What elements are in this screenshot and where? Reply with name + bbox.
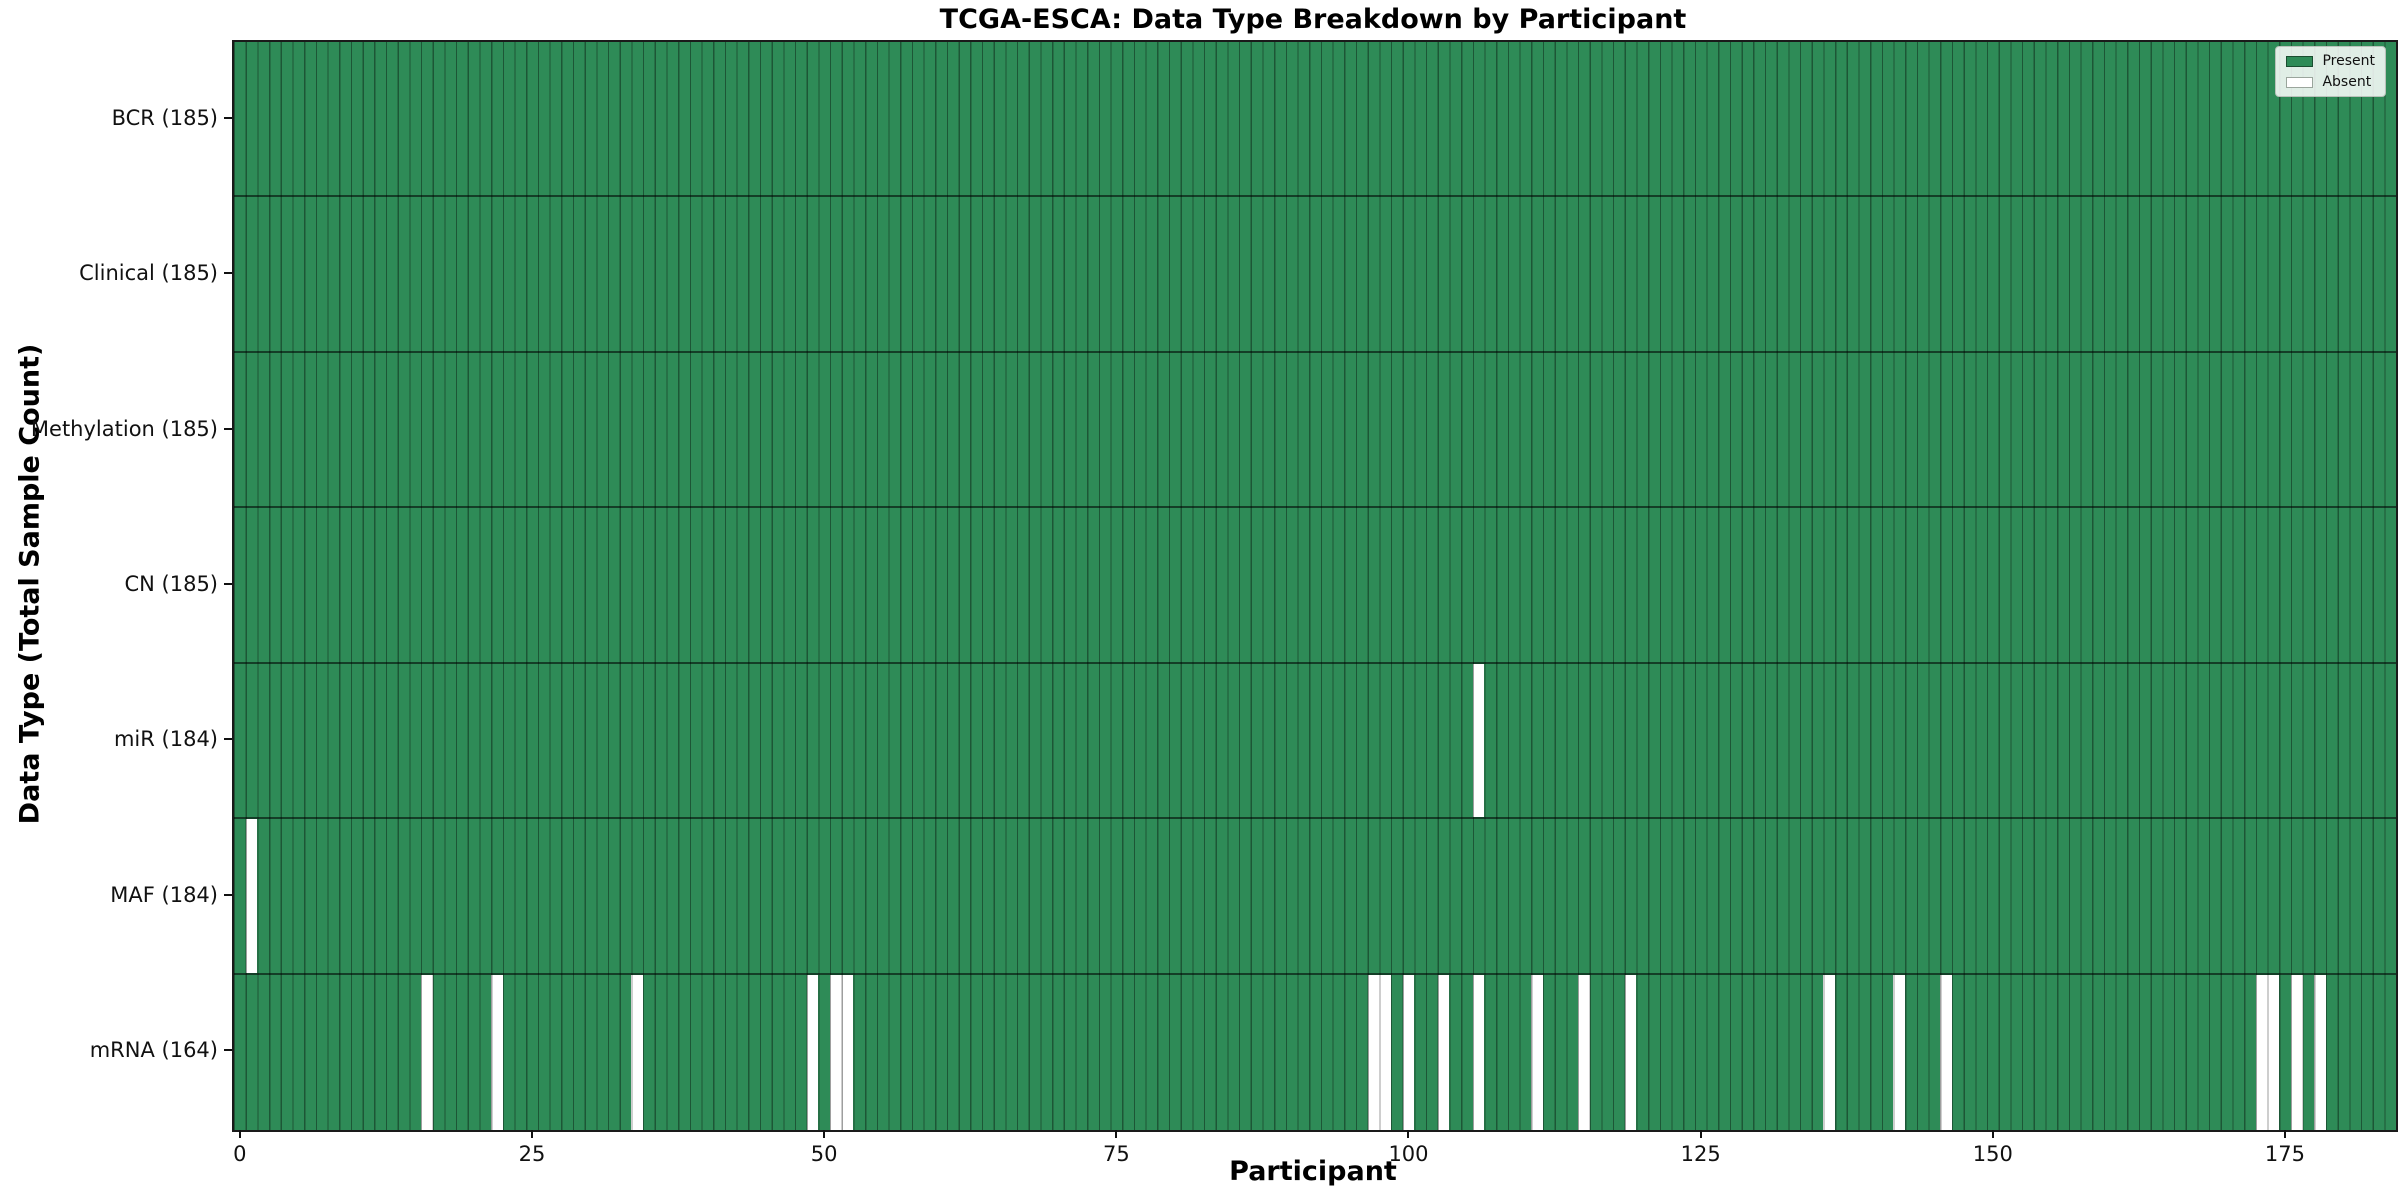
- legend-label: Absent: [2322, 74, 2372, 90]
- absent-cell-mrna-49: [806, 974, 819, 1130]
- absent-cell-mrna-34: [631, 974, 644, 1130]
- absent-cell-mrna-16: [420, 974, 433, 1130]
- plot-area: [232, 40, 2398, 1132]
- absent-cell-mrna-176: [2290, 974, 2303, 1130]
- y-tick-label-maf: MAF (184): [110, 882, 218, 907]
- x-tick-label-175: 175: [2264, 1142, 2306, 1166]
- x-tick-label-100: 100: [1388, 1142, 1429, 1166]
- x-tick-label-50: 50: [810, 1142, 838, 1166]
- legend-entry-absent: Absent: [2286, 74, 2375, 90]
- y-tick-mark: [224, 738, 232, 741]
- y-tick-label-methylation: Methylation (185): [30, 416, 218, 441]
- x-tick-label-125: 125: [1680, 1142, 1721, 1166]
- absent-cell-mrna-111: [1531, 974, 1543, 1130]
- datatype-row-bcr: [234, 42, 2396, 198]
- x-tick-mark: [823, 1130, 826, 1138]
- x-tick-mark: [2283, 1130, 2286, 1138]
- absent-cell-maf-1: [245, 819, 258, 973]
- absent-cell-mrna-98: [1379, 974, 1391, 1130]
- legend-swatch-absent: [2286, 76, 2314, 88]
- legend-label: Present: [2322, 53, 2375, 69]
- y-tick-mark: [224, 1049, 232, 1052]
- y-tick-mark: [224, 272, 232, 275]
- absent-cell-mrna-136: [1823, 974, 1836, 1130]
- x-tick-mark: [1991, 1130, 1994, 1138]
- x-tick-mark: [1115, 1130, 1118, 1138]
- datatype-row-methylation: [234, 352, 2396, 509]
- absent-cell-mrna-146: [1940, 974, 1952, 1130]
- y-tick-label-bcr: BCR (185): [111, 105, 218, 130]
- absent-cell-mrna-174: [2267, 974, 2280, 1130]
- absent-cell-mrna-100: [1402, 974, 1415, 1130]
- x-axis-label: Participant: [1229, 1156, 1397, 1187]
- datatype-row-maf: [234, 819, 2396, 975]
- datatype-row-mrna: [234, 974, 2396, 1130]
- datatype-row-mir: [234, 663, 2396, 820]
- absent-cell-mrna-97: [1367, 974, 1380, 1130]
- x-tick-mark: [531, 1130, 533, 1138]
- absent-cell-mrna-103: [1437, 974, 1450, 1130]
- y-tick-mark: [224, 116, 232, 119]
- legend: Present Absent: [2275, 46, 2386, 97]
- absent-cell-mrna-106: [1472, 974, 1485, 1130]
- datatype-row-cn: [234, 508, 2396, 664]
- x-tick-label-0: 0: [233, 1142, 247, 1166]
- absent-cell-mir-106: [1472, 663, 1485, 818]
- y-tick-label-mir: miR (184): [113, 727, 218, 752]
- x-tick-mark: [1407, 1130, 1410, 1138]
- absent-cell-mrna-51: [830, 974, 842, 1130]
- absent-cell-mrna-22: [491, 974, 503, 1130]
- y-tick-label-cn: CN (185): [124, 572, 218, 596]
- x-tick-mark: [1699, 1130, 1702, 1138]
- absent-cell-mrna-178: [2314, 974, 2326, 1130]
- y-tick-mark: [224, 893, 232, 896]
- x-tick-label-25: 25: [518, 1142, 546, 1166]
- absent-cell-mrna-115: [1577, 974, 1590, 1130]
- absent-cell-mrna-173: [2255, 974, 2268, 1130]
- absent-cell-mrna-52: [841, 974, 854, 1130]
- y-tick-label-clinical: Clinical (185): [79, 261, 218, 286]
- x-tick-mark: [238, 1130, 241, 1138]
- x-tick-label-75: 75: [1102, 1142, 1130, 1166]
- datatype-row-clinical: [234, 197, 2396, 353]
- y-tick-mark: [224, 427, 232, 430]
- chart-title: TCGA-ESCA: Data Type Breakdown by Partic…: [939, 4, 1687, 35]
- absent-cell-mrna-142: [1893, 974, 1906, 1130]
- y-tick-mark: [224, 583, 232, 585]
- y-tick-label-mrna: mRNA (164): [89, 1038, 218, 1063]
- legend-swatch-present: [2286, 55, 2314, 67]
- absent-cell-mrna-119: [1624, 974, 1637, 1130]
- legend-entry-present: Present: [2286, 53, 2375, 69]
- x-tick-label-150: 150: [1972, 1142, 2013, 1166]
